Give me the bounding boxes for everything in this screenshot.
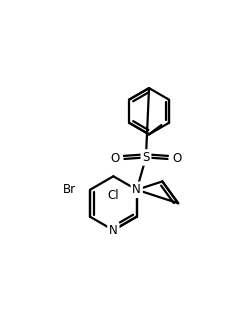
- Text: N: N: [132, 183, 141, 196]
- Text: N: N: [109, 224, 118, 237]
- Text: S: S: [142, 151, 150, 164]
- Text: Cl: Cl: [108, 189, 119, 202]
- Text: O: O: [110, 153, 120, 165]
- Text: O: O: [172, 153, 181, 165]
- Text: Br: Br: [63, 183, 76, 196]
